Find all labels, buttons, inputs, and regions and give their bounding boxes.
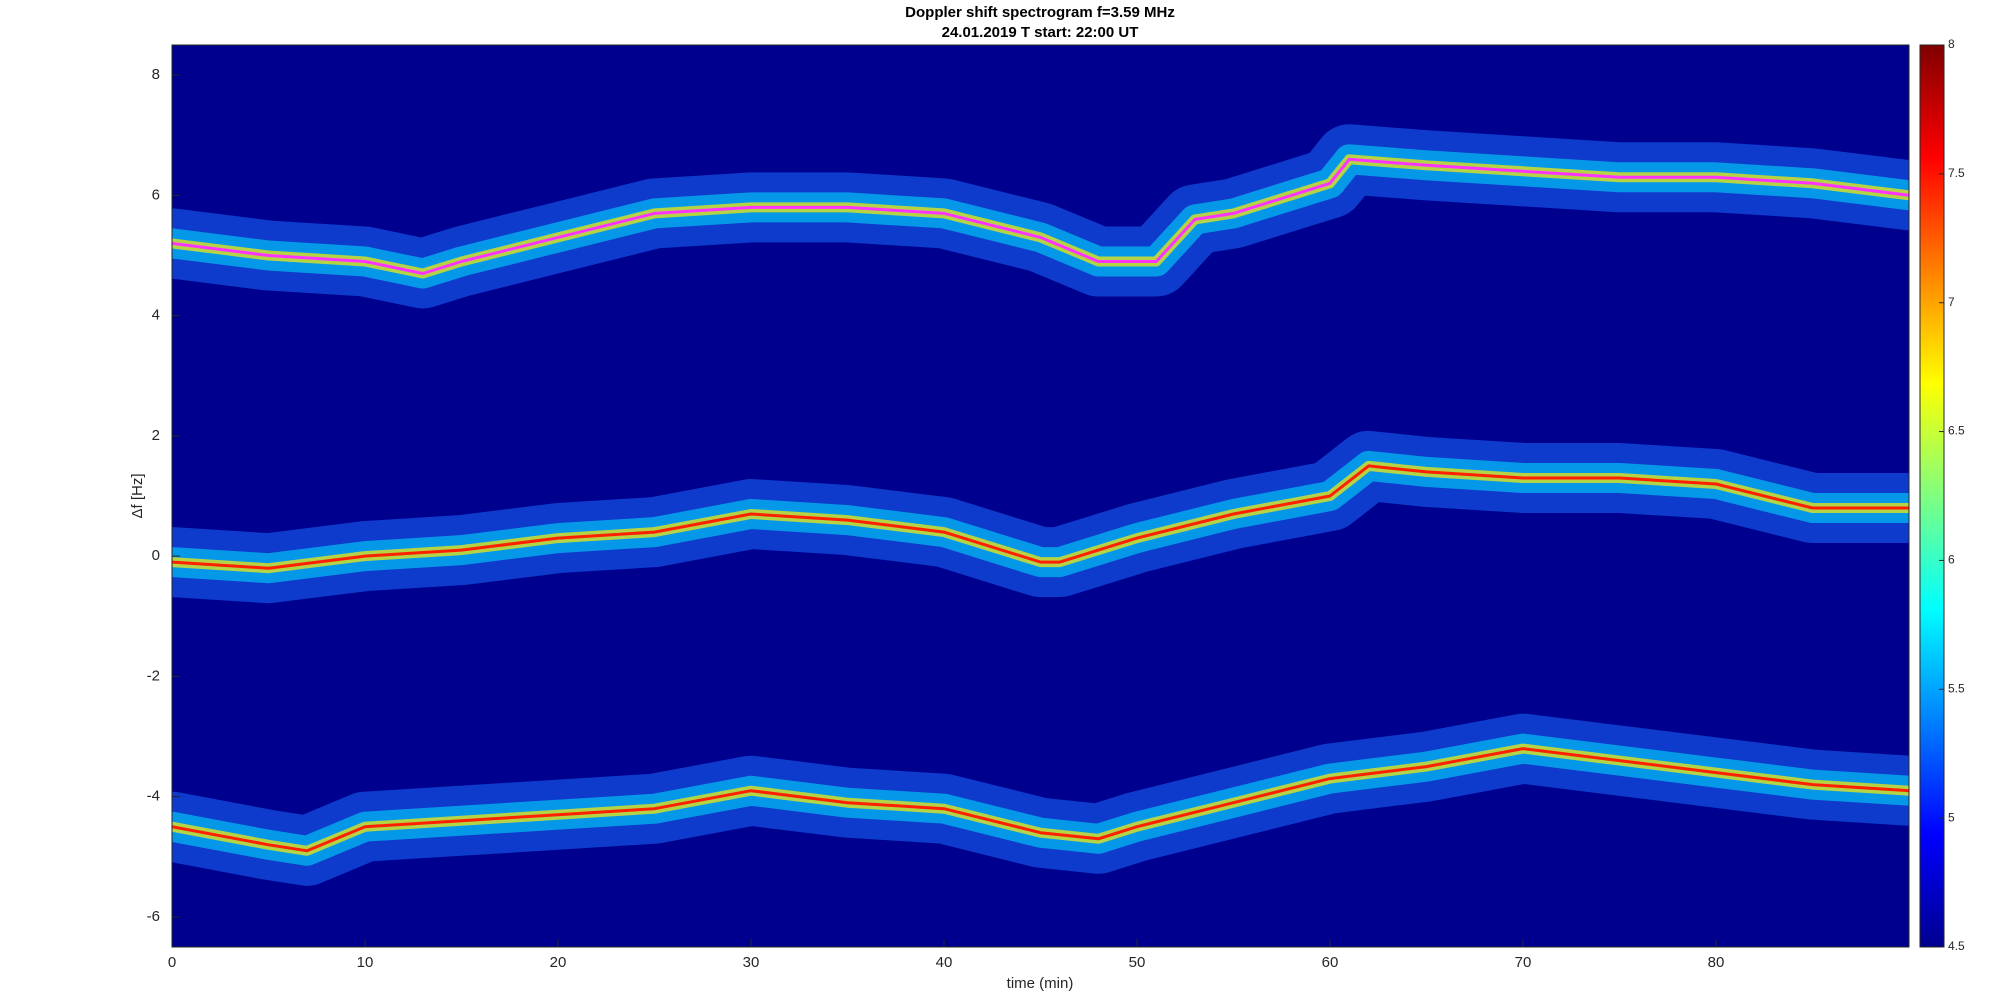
chart-title: Doppler shift spectrogram f=3.59 MHz <box>905 4 1175 21</box>
y-axis-label: Δf [Hz] <box>129 473 146 518</box>
colorbar-tick-label: 5.5 <box>1948 681 1965 695</box>
plot-frame <box>171 44 1910 948</box>
y-tick-label: -2 <box>147 667 160 684</box>
traces <box>172 124 1909 886</box>
x-tick-label: 80 <box>1708 954 1725 971</box>
x-tick-label: 30 <box>743 954 760 971</box>
colorbar-tick-label: 5 <box>1948 810 1955 824</box>
y-tick-label: 0 <box>152 547 160 564</box>
colorbar-tick-label: 6.5 <box>1948 424 1965 438</box>
x-tick-label: 60 <box>1322 954 1339 971</box>
y-tick-label: 8 <box>152 66 160 83</box>
y-tick-label: 6 <box>152 186 160 203</box>
colorbar-tick-label: 6 <box>1948 553 1955 567</box>
colorbar-tick-label: 7 <box>1948 295 1955 309</box>
colorbar-tick-label: 7.5 <box>1948 166 1965 180</box>
x-axis-label: time (min) <box>1007 975 1074 992</box>
trace-line <box>172 464 1909 570</box>
y-tick-label: 4 <box>152 307 160 324</box>
y-tick-label: -4 <box>147 788 160 805</box>
y-tick-label: -6 <box>147 908 160 925</box>
trace-line <box>172 747 1909 853</box>
x-tick-label: 40 <box>936 954 953 971</box>
x-tick-label: 20 <box>550 954 567 971</box>
x-tick-label: 50 <box>1129 954 1146 971</box>
colorbar-tick-label: 8 <box>1948 37 1955 51</box>
colorbar <box>1919 44 1945 948</box>
x-tick-label: 70 <box>1515 954 1532 971</box>
trace-line <box>172 157 1909 275</box>
x-tick-label: 10 <box>357 954 374 971</box>
x-tick-label: 0 <box>168 954 176 971</box>
colorbar-tick-label: 4.5 <box>1948 939 1965 953</box>
chart-subtitle: 24.01.2019 T start: 22:00 UT <box>942 24 1139 41</box>
y-tick-label: 2 <box>152 427 160 444</box>
